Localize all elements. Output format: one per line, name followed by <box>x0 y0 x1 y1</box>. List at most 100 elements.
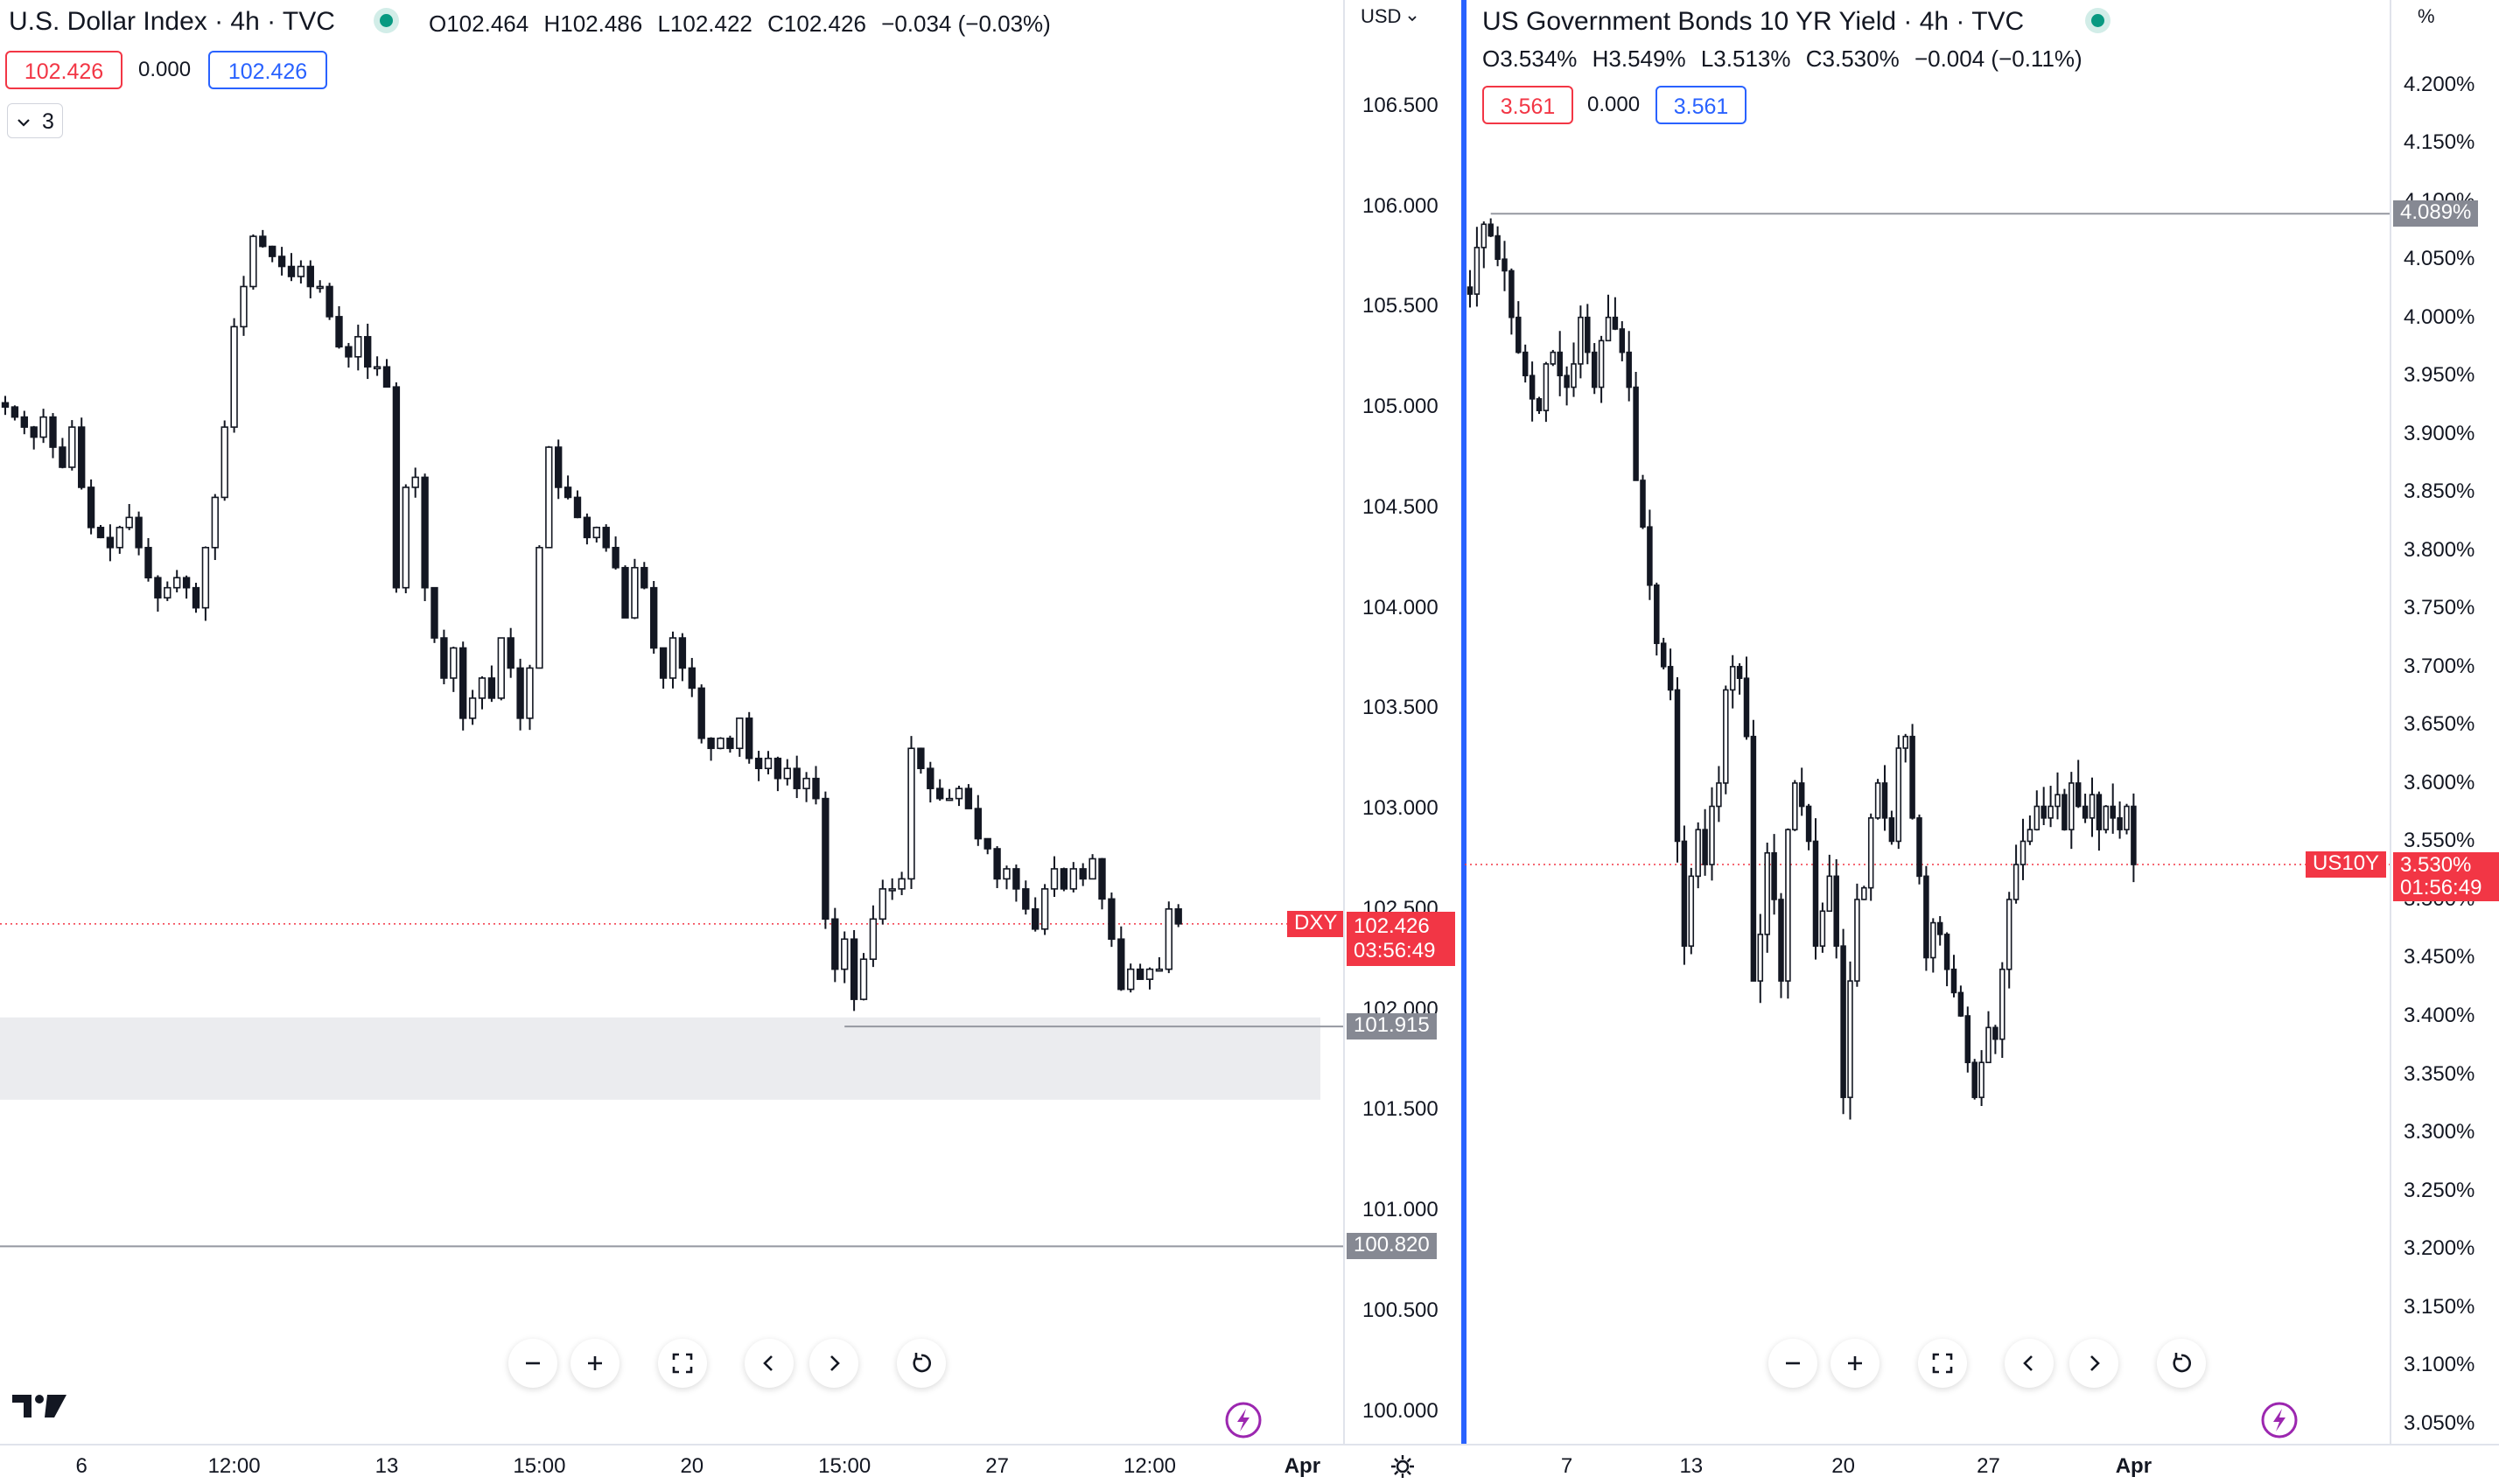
y-tick-label: 106.000 <box>1362 193 1438 218</box>
candle-body <box>1 402 10 408</box>
candle-body <box>1923 875 1929 959</box>
y-tick-label: 105.500 <box>1362 294 1438 318</box>
y-tick-label: 3.950% <box>2404 363 2475 388</box>
us10y-title[interactable]: US Government Bonds 10 YR Yield · 4h · T… <box>1482 7 2025 36</box>
scroll-left-button[interactable] <box>745 1339 794 1388</box>
x-tick-label: Apr <box>2115 1454 2152 1478</box>
reset-button[interactable] <box>2157 1339 2206 1388</box>
candle <box>201 546 210 621</box>
zoom-in-button[interactable] <box>1830 1339 1880 1388</box>
dxy-sell-button[interactable]: 102.426 <box>5 51 122 89</box>
candle <box>1032 897 1040 932</box>
candle-body <box>927 767 934 789</box>
candle <box>49 413 57 458</box>
fit-screen-button[interactable] <box>1918 1339 1967 1388</box>
candle <box>1578 305 1584 379</box>
candle <box>802 772 810 802</box>
currency-selector[interactable]: USD <box>1361 5 1418 28</box>
candle <box>869 905 878 968</box>
x-tick-label: 7 <box>1560 1454 1573 1478</box>
y-tick-label: 104.500 <box>1362 494 1438 519</box>
candle <box>59 438 66 469</box>
lightning-icon[interactable] <box>1223 1400 1264 1440</box>
candle-body <box>850 938 858 1000</box>
candle <box>1833 859 1839 959</box>
candle-body <box>1136 968 1144 980</box>
dxy-buy-button[interactable]: 102.426 <box>208 51 327 89</box>
chevron-left-icon <box>2023 1355 2033 1371</box>
candle <box>2075 760 2082 808</box>
candle <box>1743 656 1750 740</box>
gear-icon[interactable] <box>1389 1452 1417 1480</box>
candle-body <box>421 476 429 589</box>
candle <box>516 658 524 731</box>
right-chart-pane[interactable]: US Government Bonds 10 YR Yield · 4h · T… <box>1465 0 2499 1482</box>
zoom-in-button[interactable] <box>570 1339 620 1388</box>
candle-body <box>831 918 839 970</box>
candle-body <box>764 757 773 770</box>
dxy-plot-area[interactable] <box>0 0 1343 1444</box>
candle-body <box>545 446 553 549</box>
us10y-symbol-tag: US10Y <box>2306 851 2387 878</box>
zoom-out-button[interactable] <box>508 1339 557 1388</box>
lightning-icon[interactable] <box>2259 1400 2300 1440</box>
candle <box>135 511 143 556</box>
scroll-right-button[interactable] <box>809 1339 858 1388</box>
candle <box>602 524 610 552</box>
candle-body <box>1040 888 1049 930</box>
fit-screen-button[interactable] <box>658 1339 707 1388</box>
candle-body <box>1861 886 1867 900</box>
candle-body <box>564 486 572 499</box>
us10y-sell-button[interactable]: 3.561 <box>1482 86 1573 124</box>
indicators-collapse-button[interactable]: 3 <box>7 103 63 138</box>
minus-icon <box>526 1362 540 1365</box>
candle <box>1557 331 1563 396</box>
candle <box>1688 867 1695 955</box>
candle-body <box>1647 526 1653 586</box>
y-tick-label: 3.200% <box>2404 1236 2475 1261</box>
us10y-plot-area[interactable] <box>1465 0 2390 1444</box>
candle <box>917 747 925 774</box>
candle <box>1936 915 1943 946</box>
candle-body <box>707 737 715 750</box>
candle <box>545 445 553 549</box>
zoom-out-button[interactable] <box>1768 1339 1817 1388</box>
candle-body <box>2110 805 2116 819</box>
us10y-price-axis[interactable]: % 4.200%4.150%4.100%4.050%4.000%3.950%3.… <box>2390 0 2499 1482</box>
candle-body <box>907 747 915 880</box>
candle-body <box>1598 340 1605 388</box>
candle-body <box>1826 875 1833 913</box>
candle <box>907 736 915 890</box>
candle <box>1992 1025 1998 1054</box>
candle <box>1088 854 1096 880</box>
us10y-time-axis[interactable]: 7 13 20 27 Apr <box>1465 1444 2390 1484</box>
candle-body <box>754 757 763 770</box>
candle-body <box>1778 899 1784 982</box>
us10y-last-price-tag: 3.530% 01:56:49 <box>2393 852 2499 902</box>
y-tick-label: 3.550% <box>2404 829 2475 853</box>
candle-body <box>430 586 438 639</box>
candle-body <box>650 586 658 649</box>
candle-body <box>1660 642 1667 668</box>
us10y-buy-button[interactable]: 3.561 <box>1656 86 1746 124</box>
candle <box>1522 344 1529 383</box>
candle <box>20 410 28 435</box>
pane-divider[interactable] <box>1461 0 1466 1482</box>
dxy-time-axis[interactable]: 6 12:00 13 15:00 20 15:00 27 12:00 Apr <box>0 1444 1343 1484</box>
candle <box>1040 884 1049 935</box>
candle <box>754 751 763 781</box>
candle-body <box>1971 1061 1978 1098</box>
axis-settings-corner[interactable] <box>1343 1444 1465 1484</box>
candle-body <box>2020 840 2026 865</box>
candle-body <box>592 527 600 539</box>
candle-body <box>640 566 648 589</box>
candle-body <box>898 878 906 890</box>
dxy-price-axis[interactable]: USD 106.500 106.000 105.500 105.000 104.500 1… <box>1343 0 1466 1482</box>
scroll-right-button[interactable] <box>2069 1339 2118 1388</box>
left-chart-pane[interactable]: U.S. Dollar Index · 4h · TVC O102.464 H1… <box>0 0 1343 1482</box>
dxy-title[interactable]: U.S. Dollar Index · 4h · TVC <box>9 7 335 36</box>
reset-button[interactable] <box>897 1339 946 1388</box>
scroll-left-button[interactable] <box>2005 1339 2054 1388</box>
candle-body <box>1117 938 1125 990</box>
candle-body <box>964 788 973 809</box>
